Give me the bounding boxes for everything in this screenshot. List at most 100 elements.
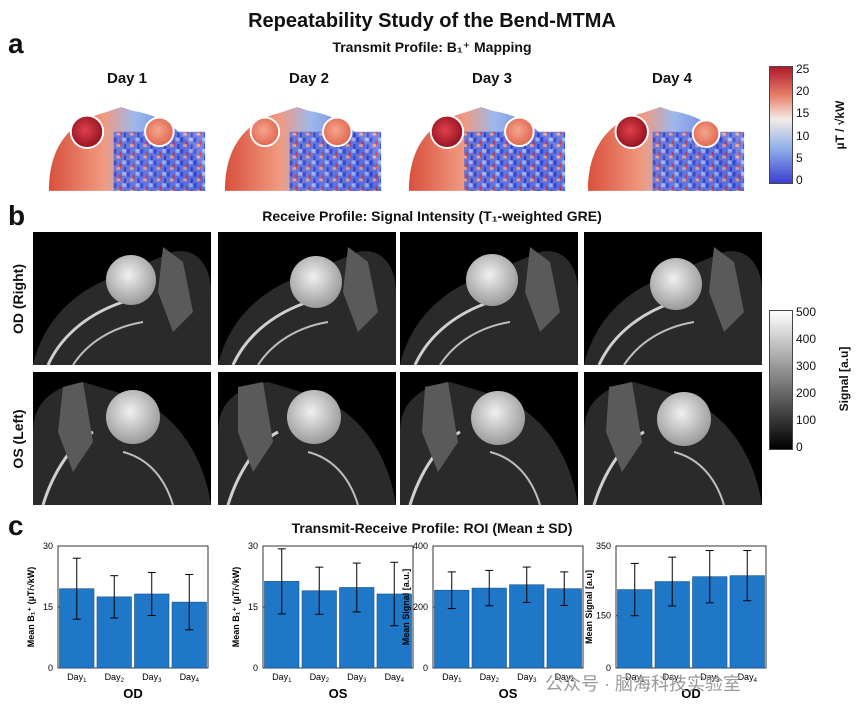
b1-colorbar-label: µT / √kW	[833, 100, 847, 150]
b1-colorbar-tick: 20	[796, 84, 810, 98]
mri-os-day-4	[584, 372, 762, 505]
x-tick-subscript: 2	[496, 678, 500, 684]
panel-c-subtitle: Transmit-Receive Profile: ROI (Mean ± SD…	[291, 520, 573, 536]
b1-colorbar-tick: 0	[796, 173, 803, 187]
y-tick-label: 0	[606, 663, 611, 673]
chart-title: OD	[123, 686, 143, 701]
y-tick-label: 15	[43, 602, 53, 612]
x-tick-subscript: 3	[716, 678, 720, 684]
x-tick-label: Day1	[625, 672, 645, 684]
b1-map-day-2	[224, 107, 382, 191]
signal-colorbar-tick: 100	[796, 413, 817, 427]
bar	[617, 589, 653, 669]
x-tick-label: Day4	[738, 672, 758, 684]
signal-colorbar-tick: 500	[796, 305, 817, 319]
panel-a-subtitle: Transmit Profile: B₁⁺ Mapping	[332, 39, 532, 55]
y-tick-label: 400	[413, 541, 428, 551]
y-tick-label: 200	[413, 602, 428, 612]
signal-colorbar-tick: 300	[796, 359, 817, 373]
x-tick-label: Day2	[480, 672, 500, 684]
figure-title: Repeatability Study of the Bend-MTMA	[248, 10, 616, 32]
panel-c-letter: c	[8, 510, 24, 541]
signal-colorbar-tick: 200	[796, 386, 817, 400]
x-tick-label: Day3	[517, 672, 537, 684]
x-tick-label: Day3	[700, 672, 720, 684]
x-tick-label: Day2	[663, 672, 683, 684]
x-tick-label: Day1	[272, 672, 292, 684]
x-tick-subscript: 2	[121, 678, 125, 684]
chart-title: OS	[329, 686, 348, 701]
row-label-od: OD (Right)	[10, 264, 26, 334]
x-tick-subscript: 2	[679, 678, 683, 684]
day-label-4: Day 4	[651, 70, 693, 87]
bar-chart-4: 0 150 350 Mean Signal [a.u] Day1 Day2 Day3 Day4…	[584, 541, 767, 701]
chart-title: OS	[499, 686, 518, 701]
y-tick-label: 0	[423, 663, 428, 673]
x-tick-subscript: 4	[754, 678, 758, 684]
x-tick-subscript: 2	[326, 678, 330, 684]
row-label-os: OS (Left)	[10, 409, 26, 469]
x-tick-label: Day3	[347, 672, 367, 684]
x-tick-subscript: 4	[196, 678, 200, 684]
b1-colorbar-tick: 25	[796, 62, 810, 76]
signal-colorbar-tick: 400	[796, 332, 817, 346]
x-tick-subscript: 1	[83, 678, 87, 684]
bar-chart-1: 0 15 30 Mean B₁⁺ (µT/√kW) Day1 Day2 Day3 Day4 OD	[26, 541, 209, 701]
x-tick-subscript: 3	[363, 678, 367, 684]
x-tick-subscript: 1	[641, 678, 645, 684]
x-tick-label: Day1	[67, 672, 87, 684]
y-axis-label: Mean Signal [a.u.]	[401, 569, 411, 646]
plot-frame	[615, 545, 767, 669]
x-tick-label: Day4	[385, 672, 405, 684]
x-tick-label: Day2	[310, 672, 330, 684]
x-tick-subscript: 1	[458, 678, 462, 684]
y-tick-label: 0	[48, 663, 53, 673]
b1-colorbar	[769, 66, 793, 184]
x-tick-subscript: 1	[288, 678, 292, 684]
y-axis-label: Mean Signal [a.u]	[584, 570, 594, 644]
x-tick-label: Day2	[105, 672, 125, 684]
bar-chart-3: 0 200 400 Mean Signal [a.u.] Day1 Day2 Day3 Day…	[401, 541, 584, 701]
x-tick-subscript: 3	[158, 678, 162, 684]
day-label-2: Day 2	[288, 70, 330, 87]
b1-map-day-3	[408, 107, 566, 191]
y-axis-label: Mean B₁⁺ (µT/√kW)	[231, 567, 241, 648]
panel-b-letter: b	[8, 200, 26, 231]
b1-map-day-4	[587, 107, 745, 191]
x-tick-subscript: 4	[571, 678, 575, 684]
x-tick-label: Day3	[142, 672, 162, 684]
mri-os-day-3	[400, 372, 578, 505]
mri-od-day-3	[400, 232, 578, 365]
x-tick-label: Day4	[555, 672, 575, 684]
mri-od-day-2	[218, 232, 396, 365]
panel-b-subtitle: Receive Profile: Signal Intensity (T₁-we…	[262, 208, 602, 224]
chart-title: OD	[681, 686, 701, 701]
signal-colorbar	[769, 310, 793, 450]
y-tick-label: 15	[248, 602, 258, 612]
mri-od-day-1	[33, 232, 211, 365]
signal-colorbar-tick: 0	[796, 440, 803, 454]
mri-os-day-1	[33, 372, 211, 505]
x-tick-label: Day4	[180, 672, 200, 684]
x-tick-subscript: 4	[401, 678, 405, 684]
mri-os-day-2	[218, 372, 396, 505]
bar	[96, 596, 132, 669]
day-label-1: Day 1	[106, 70, 148, 87]
mri-od-day-4	[584, 232, 762, 365]
b1-colorbar-tick: 15	[796, 106, 810, 120]
y-tick-label: 350	[596, 541, 611, 551]
y-tick-label: 30	[43, 541, 53, 551]
b1-colorbar-tick: 10	[796, 129, 810, 143]
panel-a-letter: a	[8, 28, 24, 59]
day-label-3: Day 3	[471, 70, 513, 87]
y-tick-label: 30	[248, 541, 258, 551]
y-tick-label: 150	[596, 611, 611, 621]
watermark: 公众号 · 脑海科技实验室	[545, 674, 741, 694]
bar-chart-2: 0 15 30 Mean B₁⁺ (µT/√kW) Day1 Day2 Day3 Day4 OS	[231, 541, 414, 701]
b1-colorbar-tick: 5	[796, 151, 803, 165]
x-tick-subscript: 3	[533, 678, 537, 684]
x-tick-label: Day1	[442, 672, 462, 684]
y-tick-label: 0	[253, 663, 258, 673]
y-axis-label: Mean B₁⁺ (µT/√kW)	[26, 567, 36, 648]
signal-colorbar-label: Signal [a.u]	[837, 346, 851, 412]
